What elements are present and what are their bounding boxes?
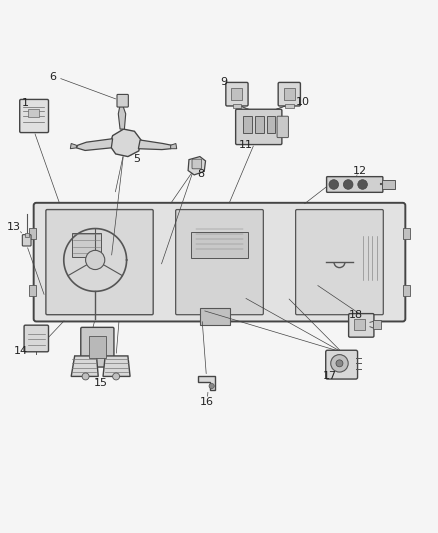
Circle shape [335, 360, 342, 367]
Bar [25, 233, 29, 237]
FancyBboxPatch shape [326, 176, 382, 192]
FancyBboxPatch shape [348, 313, 373, 337]
Text: 13: 13 [7, 222, 21, 232]
Text: 9: 9 [220, 77, 227, 87]
FancyBboxPatch shape [278, 83, 300, 106]
Circle shape [343, 180, 352, 189]
FancyBboxPatch shape [191, 159, 201, 169]
Bar [266, 116, 275, 133]
Bar [88, 336, 106, 358]
FancyBboxPatch shape [225, 83, 247, 106]
Text: 5: 5 [133, 154, 140, 164]
Polygon shape [110, 129, 141, 157]
Bar [402, 228, 409, 239]
Text: 8: 8 [197, 169, 204, 179]
FancyBboxPatch shape [325, 350, 357, 379]
Bar [283, 88, 294, 100]
Bar [402, 285, 409, 296]
FancyBboxPatch shape [276, 116, 288, 138]
FancyBboxPatch shape [81, 327, 114, 367]
FancyBboxPatch shape [22, 235, 31, 246]
FancyBboxPatch shape [175, 209, 263, 314]
Bar [284, 104, 293, 108]
Bar [29, 285, 36, 296]
Bar [72, 233, 100, 257]
Bar [231, 88, 242, 100]
Text: 11: 11 [238, 140, 252, 150]
Text: 18: 18 [348, 310, 362, 320]
Circle shape [85, 251, 105, 270]
FancyBboxPatch shape [20, 100, 48, 133]
Bar [243, 116, 252, 133]
Bar [373, 320, 381, 329]
FancyBboxPatch shape [235, 109, 281, 144]
Text: 14: 14 [14, 346, 28, 356]
Polygon shape [187, 157, 205, 175]
Circle shape [113, 373, 119, 380]
Polygon shape [170, 143, 177, 149]
Bar [254, 116, 263, 133]
Polygon shape [118, 105, 125, 129]
Text: 10: 10 [295, 96, 309, 107]
FancyBboxPatch shape [34, 203, 404, 321]
Circle shape [208, 383, 214, 389]
Circle shape [330, 354, 347, 372]
FancyBboxPatch shape [117, 94, 128, 107]
Bar [191, 232, 247, 258]
Polygon shape [138, 140, 171, 150]
Polygon shape [103, 356, 130, 376]
Text: 12: 12 [352, 166, 366, 176]
Bar [353, 319, 364, 329]
Circle shape [328, 180, 338, 189]
Polygon shape [70, 143, 76, 149]
Text: 15: 15 [94, 378, 108, 389]
Polygon shape [197, 376, 215, 390]
FancyBboxPatch shape [24, 325, 48, 352]
Text: 17: 17 [321, 372, 336, 382]
Circle shape [357, 180, 367, 189]
Bar [199, 308, 230, 325]
Text: 6: 6 [49, 72, 56, 82]
Text: 1: 1 [22, 98, 29, 108]
Bar [28, 109, 39, 117]
Bar [232, 104, 241, 108]
Bar [381, 180, 394, 189]
Text: 16: 16 [199, 397, 213, 407]
Circle shape [82, 373, 89, 380]
Polygon shape [71, 356, 98, 376]
FancyBboxPatch shape [295, 209, 382, 314]
FancyBboxPatch shape [46, 209, 153, 314]
Bar [29, 228, 36, 239]
Polygon shape [76, 139, 113, 150]
